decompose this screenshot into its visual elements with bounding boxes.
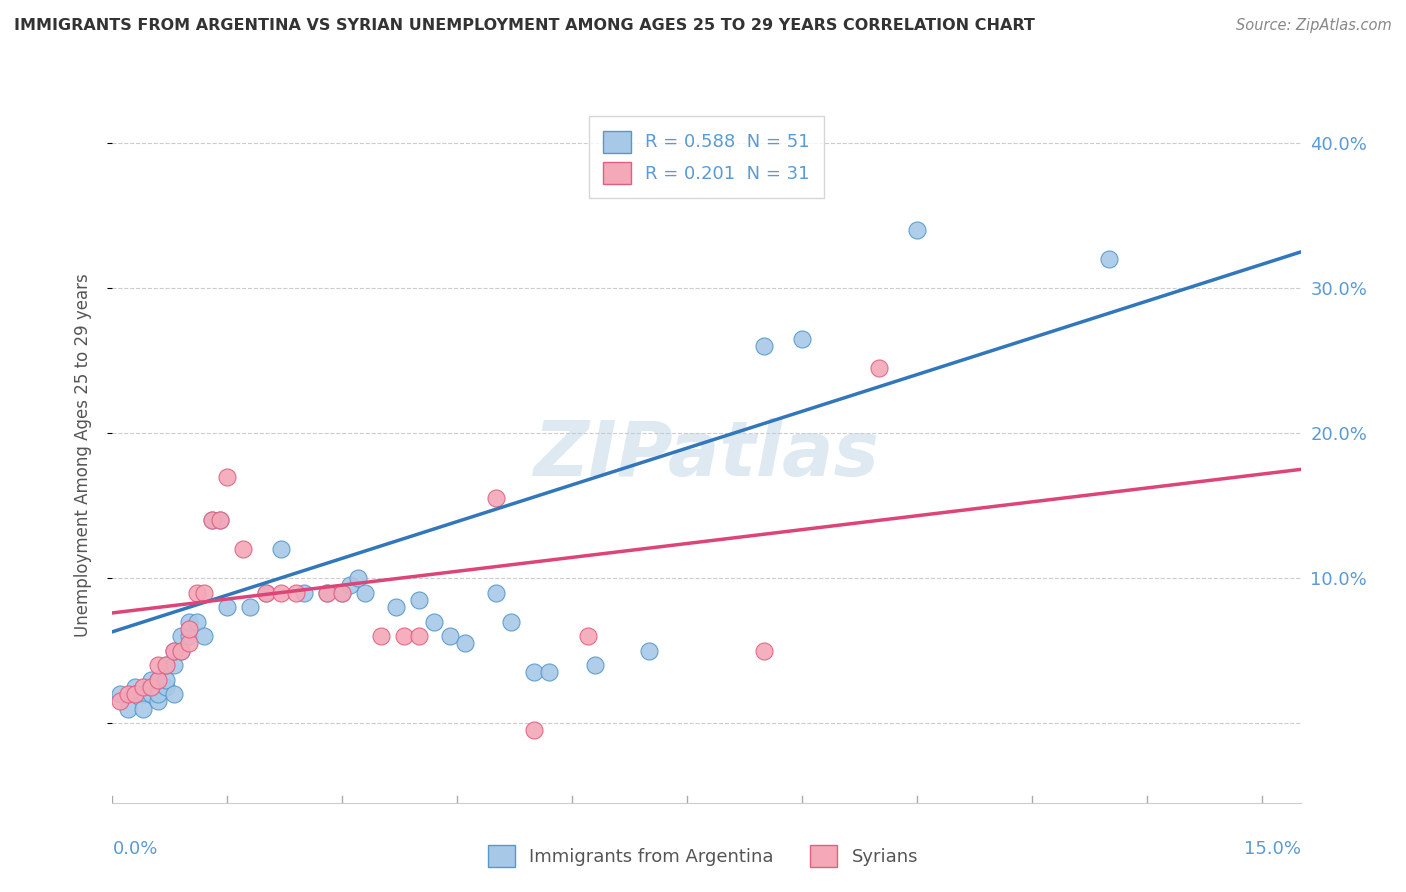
Point	[124, 687, 146, 701]
Text: ZIPatlas: ZIPatlas	[533, 418, 880, 491]
Point	[163, 643, 186, 657]
Point	[538, 665, 561, 680]
Point	[155, 673, 177, 687]
Point	[193, 585, 215, 599]
Point	[148, 673, 170, 687]
Point	[792, 332, 814, 346]
Point	[1098, 252, 1121, 267]
Text: 15.0%: 15.0%	[1243, 840, 1301, 858]
Point	[179, 622, 201, 636]
Point	[148, 694, 170, 708]
Point	[454, 636, 477, 650]
Point	[155, 658, 177, 673]
Point	[139, 680, 162, 694]
Point	[148, 658, 170, 673]
Point	[346, 571, 368, 585]
Point	[285, 585, 308, 599]
Point	[523, 665, 546, 680]
Point	[439, 629, 461, 643]
Point	[523, 723, 546, 738]
Point	[217, 600, 239, 615]
Point	[868, 361, 890, 376]
Point	[132, 680, 155, 694]
Point	[208, 513, 231, 527]
Point	[332, 585, 354, 599]
Point	[201, 513, 224, 527]
Point	[179, 636, 201, 650]
Point	[193, 629, 215, 643]
Point	[339, 578, 361, 592]
Text: 0.0%: 0.0%	[112, 840, 157, 858]
Point	[148, 673, 170, 687]
Point	[139, 673, 162, 687]
Point	[155, 658, 177, 673]
Point	[117, 701, 139, 715]
Point	[270, 542, 292, 557]
Point	[408, 592, 430, 607]
Point	[576, 629, 599, 643]
Point	[170, 643, 193, 657]
Point	[254, 585, 277, 599]
Point	[217, 469, 239, 483]
Point	[499, 615, 522, 629]
Point	[423, 615, 446, 629]
Point	[163, 643, 186, 657]
Point	[270, 585, 292, 599]
Point	[179, 615, 201, 629]
Point	[392, 629, 415, 643]
Point	[186, 585, 208, 599]
Point	[316, 585, 339, 599]
Point	[332, 585, 354, 599]
Point	[485, 585, 508, 599]
Point	[354, 585, 377, 599]
Point	[208, 513, 231, 527]
Point	[905, 223, 928, 237]
Point	[485, 491, 508, 506]
Point	[132, 687, 155, 701]
Point	[186, 615, 208, 629]
Point	[139, 680, 162, 694]
Legend: Immigrants from Argentina, Syrians: Immigrants from Argentina, Syrians	[481, 838, 925, 874]
Point	[124, 687, 146, 701]
Point	[232, 542, 254, 557]
Point	[170, 643, 193, 657]
Text: IMMIGRANTS FROM ARGENTINA VS SYRIAN UNEMPLOYMENT AMONG AGES 25 TO 29 YEARS CORRE: IMMIGRANTS FROM ARGENTINA VS SYRIAN UNEM…	[14, 18, 1035, 33]
Point	[139, 687, 162, 701]
Y-axis label: Unemployment Among Ages 25 to 29 years: Unemployment Among Ages 25 to 29 years	[73, 273, 91, 637]
Point	[155, 680, 177, 694]
Legend: R = 0.588  N = 51, R = 0.201  N = 31: R = 0.588 N = 51, R = 0.201 N = 31	[589, 116, 824, 198]
Point	[117, 687, 139, 701]
Point	[254, 585, 277, 599]
Point	[316, 585, 339, 599]
Point	[292, 585, 315, 599]
Point	[163, 658, 186, 673]
Point	[408, 629, 430, 643]
Point	[170, 629, 193, 643]
Point	[239, 600, 262, 615]
Text: Source: ZipAtlas.com: Source: ZipAtlas.com	[1236, 18, 1392, 33]
Point	[583, 658, 606, 673]
Point	[148, 687, 170, 701]
Point	[370, 629, 392, 643]
Point	[638, 643, 661, 657]
Point	[385, 600, 408, 615]
Point	[108, 694, 131, 708]
Point	[132, 701, 155, 715]
Point	[108, 687, 131, 701]
Point	[201, 513, 224, 527]
Point	[752, 643, 775, 657]
Point	[752, 339, 775, 353]
Point	[179, 629, 201, 643]
Point	[124, 680, 146, 694]
Point	[163, 687, 186, 701]
